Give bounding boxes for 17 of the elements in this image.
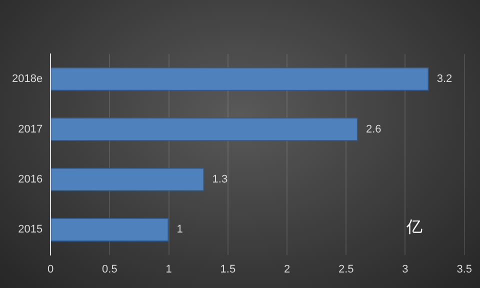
x-tick-label: 2 xyxy=(284,263,290,276)
x-tick-label: 1 xyxy=(166,263,172,276)
x-tick-label: 0.5 xyxy=(102,263,118,276)
data-label: 1 xyxy=(176,224,183,236)
x-tick-label: 3.5 xyxy=(456,263,472,276)
y-tick-label: 2015 xyxy=(18,224,43,236)
y-tick-label: 2016 xyxy=(18,174,43,186)
x-tick-label: 0 xyxy=(48,263,54,276)
data-label: 1.3 xyxy=(212,174,228,186)
y-tick-label: 2017 xyxy=(18,123,43,136)
y-tick-label: 2018e xyxy=(12,73,43,86)
x-tick-label: 2.5 xyxy=(338,263,354,276)
x-tick-label: 3 xyxy=(402,263,408,276)
x-tick-label: 1.5 xyxy=(220,263,236,276)
data-label: 2.6 xyxy=(366,123,382,136)
annotation: 亿 xyxy=(405,216,422,236)
data-label: 3.2 xyxy=(436,73,452,86)
